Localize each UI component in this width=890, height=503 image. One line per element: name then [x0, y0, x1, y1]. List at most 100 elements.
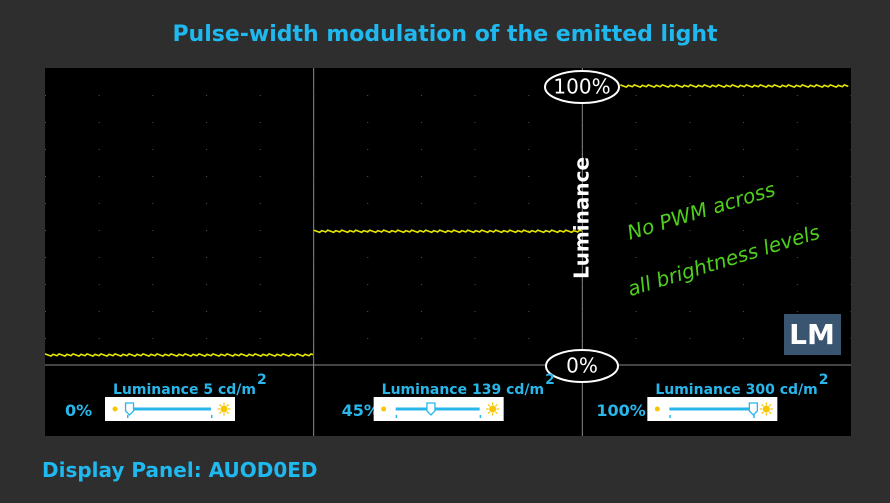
lm-logo: LM [784, 314, 841, 355]
grid-dot [259, 203, 261, 204]
lm-logo-box [784, 314, 841, 355]
grid-dot [743, 338, 745, 339]
oscilloscope-screen: Luminance 100% 0% No PWM across all brig… [44, 68, 852, 436]
grid-dot [420, 257, 422, 258]
grid-dot [689, 311, 691, 312]
grid-dot [152, 203, 154, 204]
marker-0-label: 0% [566, 354, 598, 378]
grid-dot [796, 203, 798, 204]
annotation-line-1: No PWM across [624, 177, 778, 245]
grid-dot [474, 311, 476, 312]
sun-bright-ray [761, 411, 764, 415]
grid-dot [45, 122, 46, 123]
grid-dot [528, 230, 530, 231]
sun-bright-ray [226, 411, 230, 415]
grid-dot [796, 95, 798, 96]
grid-dot [528, 203, 530, 204]
grid-dot [850, 122, 852, 123]
grid-dot [796, 176, 798, 177]
grid-dot [206, 311, 208, 312]
grid-dot [98, 257, 100, 258]
grid-dot [582, 122, 583, 123]
luminance-superscript: 2 [545, 372, 555, 388]
brightness-panel-1: 0% Luminance 5 cd/m2 [65, 372, 267, 421]
grid-dot [206, 230, 208, 231]
grid-dot [796, 257, 798, 258]
grid-dot [98, 338, 100, 339]
trace-45pct [313, 229, 582, 234]
grid-dot [45, 230, 46, 231]
grid-dot [206, 176, 208, 177]
grid-dot [582, 257, 583, 258]
grid-dot [98, 203, 100, 204]
grid-dot [635, 149, 637, 150]
grid-dot [45, 176, 46, 177]
grid-dot [528, 176, 530, 177]
grid-dot [689, 122, 691, 123]
grid-dot [743, 203, 745, 204]
grid-dot [474, 176, 476, 177]
grid-dot [45, 284, 46, 285]
grid-dot [152, 311, 154, 312]
grid-dot [635, 257, 637, 258]
grid-dot [367, 284, 369, 285]
grid-dot [45, 149, 46, 150]
grid-dot [689, 176, 691, 177]
grid-dot [259, 230, 261, 231]
grid-dot [850, 95, 852, 96]
luminance-superscript: 2 [819, 372, 829, 388]
luminance-label: Luminance 5 cd/m [113, 382, 256, 398]
grid-dot [152, 149, 154, 150]
sun-bright-ray [218, 403, 222, 407]
grid-dot [313, 311, 315, 312]
grid-dot [582, 284, 583, 285]
grid-dot [313, 284, 315, 285]
grid-dot [635, 284, 637, 285]
slider-tick [211, 415, 213, 418]
grid-dot [367, 338, 369, 339]
sun-bright-ray [226, 403, 230, 407]
grid-dot [206, 203, 208, 204]
grid-dot [850, 284, 852, 285]
grid-dot [420, 203, 422, 204]
grid-dot [528, 338, 530, 339]
grid-dot [689, 230, 691, 231]
marker-0-ellipse [545, 349, 619, 383]
slider-thumb [748, 402, 758, 416]
grid-dot [850, 203, 852, 204]
sun-dim-icon [381, 406, 387, 412]
grid-dot [259, 176, 261, 177]
grid-dot [582, 230, 583, 231]
grid-dot [689, 149, 691, 150]
grid-dot [743, 284, 745, 285]
marker-0: 0% [545, 349, 619, 383]
marker-100-ellipse [544, 70, 620, 104]
display-panel-label: Display Panel: AUOD0ED [42, 458, 318, 482]
grid-dot [582, 176, 583, 177]
brightness-panel-2: 45%Luminance 139 cd/m2 [342, 372, 555, 421]
grid-dot [474, 95, 476, 96]
trace-100pct [620, 83, 849, 89]
grid-dot [528, 95, 530, 96]
grid-dot [850, 176, 852, 177]
grid-dot [152, 176, 154, 177]
grid-dot [367, 122, 369, 123]
grid-dot [313, 203, 315, 204]
grid-dot [528, 284, 530, 285]
grid-dot [152, 338, 154, 339]
luminance-label: Luminance 139 cd/m [382, 382, 544, 398]
grid-dot [259, 122, 261, 123]
grid-dot [98, 122, 100, 123]
grid-dot [420, 176, 422, 177]
grid-dot [367, 257, 369, 258]
grid-dot [152, 122, 154, 123]
grid-dot [635, 230, 637, 231]
grid-dot [420, 149, 422, 150]
slider-tick [127, 415, 129, 418]
grid-dot [98, 230, 100, 231]
grid-dot [259, 257, 261, 258]
marker-100: 100% [544, 70, 620, 104]
sun-bright-ray [218, 411, 222, 415]
sun-bright-ray [487, 411, 491, 415]
grid-dot [528, 311, 530, 312]
